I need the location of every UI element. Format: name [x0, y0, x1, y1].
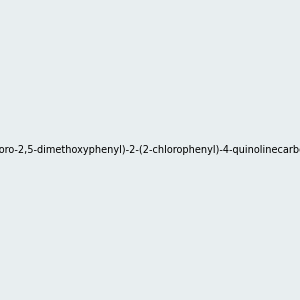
Text: N-(4-chloro-2,5-dimethoxyphenyl)-2-(2-chlorophenyl)-4-quinolinecarboxamide: N-(4-chloro-2,5-dimethoxyphenyl)-2-(2-ch…: [0, 145, 300, 155]
